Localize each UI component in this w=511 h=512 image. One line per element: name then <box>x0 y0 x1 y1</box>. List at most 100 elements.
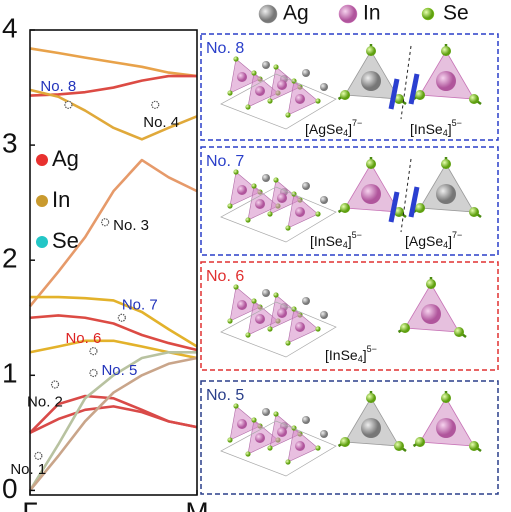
atom-se <box>315 445 321 451</box>
mode-label: No. 8 <box>40 78 76 95</box>
atom-ag <box>302 182 310 190</box>
y-tick-label: 4 <box>2 12 18 43</box>
panel-frame <box>200 33 499 141</box>
band <box>30 295 198 348</box>
legend-marker <box>338 4 358 24</box>
cell-outline <box>220 186 337 243</box>
mode-point <box>151 100 160 109</box>
band <box>29 47 198 78</box>
center-atom <box>436 184 456 204</box>
atom-se <box>441 393 451 403</box>
atom-se <box>469 94 479 104</box>
mode-label: No. 4 <box>143 114 179 131</box>
center-atom <box>421 304 441 324</box>
atom-ag <box>262 289 270 297</box>
atom-se <box>441 159 451 169</box>
atom-in <box>237 419 247 429</box>
atom-ag <box>320 430 328 438</box>
atom-se <box>251 417 257 423</box>
atom-se <box>273 64 279 70</box>
atom-ag <box>302 69 310 77</box>
atom-se <box>251 70 257 76</box>
legend-label: Ag <box>52 146 79 171</box>
panel-frame <box>200 380 499 495</box>
formula: [AgSe4]7− <box>405 230 462 250</box>
atom-se <box>366 159 376 169</box>
atom-se <box>366 393 376 403</box>
displacement-arrow <box>388 191 400 223</box>
divider <box>400 158 412 233</box>
formula-part: ] <box>448 233 452 249</box>
atom-se <box>400 323 410 333</box>
atom-se <box>245 332 251 338</box>
formula: [InSe4]5− <box>325 344 377 364</box>
formula-sub: 4 <box>443 240 448 250</box>
atom-in <box>255 314 265 324</box>
atom-se <box>267 326 273 332</box>
atom-se <box>233 284 239 290</box>
atom-se <box>426 279 436 289</box>
legend-marker <box>258 4 278 24</box>
band <box>29 314 198 352</box>
atom-se <box>273 292 279 298</box>
legend-label: Se <box>52 228 79 253</box>
mode-point <box>117 313 126 322</box>
atom-se <box>285 112 291 118</box>
atom-se <box>340 437 350 447</box>
y-tick-label: 0 <box>2 473 18 504</box>
atom-se <box>394 207 404 217</box>
center-atom <box>361 418 381 438</box>
atom-in <box>255 199 265 209</box>
mode-point <box>64 100 73 109</box>
atom-se <box>251 183 257 189</box>
atom-se <box>245 451 251 457</box>
atom-se <box>366 46 376 56</box>
atom-se <box>233 169 239 175</box>
formula-part: [InSe <box>410 121 443 137</box>
x-tick-label: Γ <box>22 496 37 512</box>
atom-in <box>255 433 265 443</box>
band <box>29 74 197 97</box>
panel-label: No. 7 <box>206 153 244 170</box>
atom-se <box>285 225 291 231</box>
atom-se <box>245 104 251 110</box>
atom-in <box>237 300 247 310</box>
formula-part: ] <box>363 347 367 363</box>
formula-part: [InSe <box>325 347 358 363</box>
atom-se <box>315 211 321 217</box>
atom-se <box>415 203 425 213</box>
formula: [AgSe4]7− <box>305 118 362 138</box>
mode-label: No. 5 <box>101 362 137 379</box>
formula-sub: 4 <box>443 128 448 138</box>
atom-se <box>227 437 233 443</box>
atom-se <box>415 437 425 447</box>
center-atom <box>361 184 381 204</box>
legend-label: Ag <box>283 2 309 25</box>
divider <box>400 45 412 120</box>
y-tick-label: 3 <box>2 127 18 158</box>
formula-part: ] <box>448 121 452 137</box>
atom-se <box>267 445 273 451</box>
atom-se <box>227 203 233 209</box>
atom-in <box>277 193 287 203</box>
atom-in <box>277 308 287 318</box>
mode-point <box>101 218 110 227</box>
displacement-arrow <box>388 78 400 110</box>
center-atom <box>361 71 381 91</box>
atom-se <box>469 441 479 451</box>
atom-se <box>441 46 451 56</box>
mode-point <box>89 347 98 356</box>
legend-marker <box>36 154 48 166</box>
band <box>28 356 198 492</box>
panel-frame <box>200 146 499 256</box>
atom-se <box>245 217 251 223</box>
atom-in <box>295 207 305 217</box>
atom-se <box>340 90 350 100</box>
panel-label: No. 8 <box>206 40 244 57</box>
mode-point <box>50 380 60 389</box>
atom-se <box>227 318 233 324</box>
atom-se <box>415 90 425 100</box>
mode-label: No. 6 <box>65 330 101 347</box>
